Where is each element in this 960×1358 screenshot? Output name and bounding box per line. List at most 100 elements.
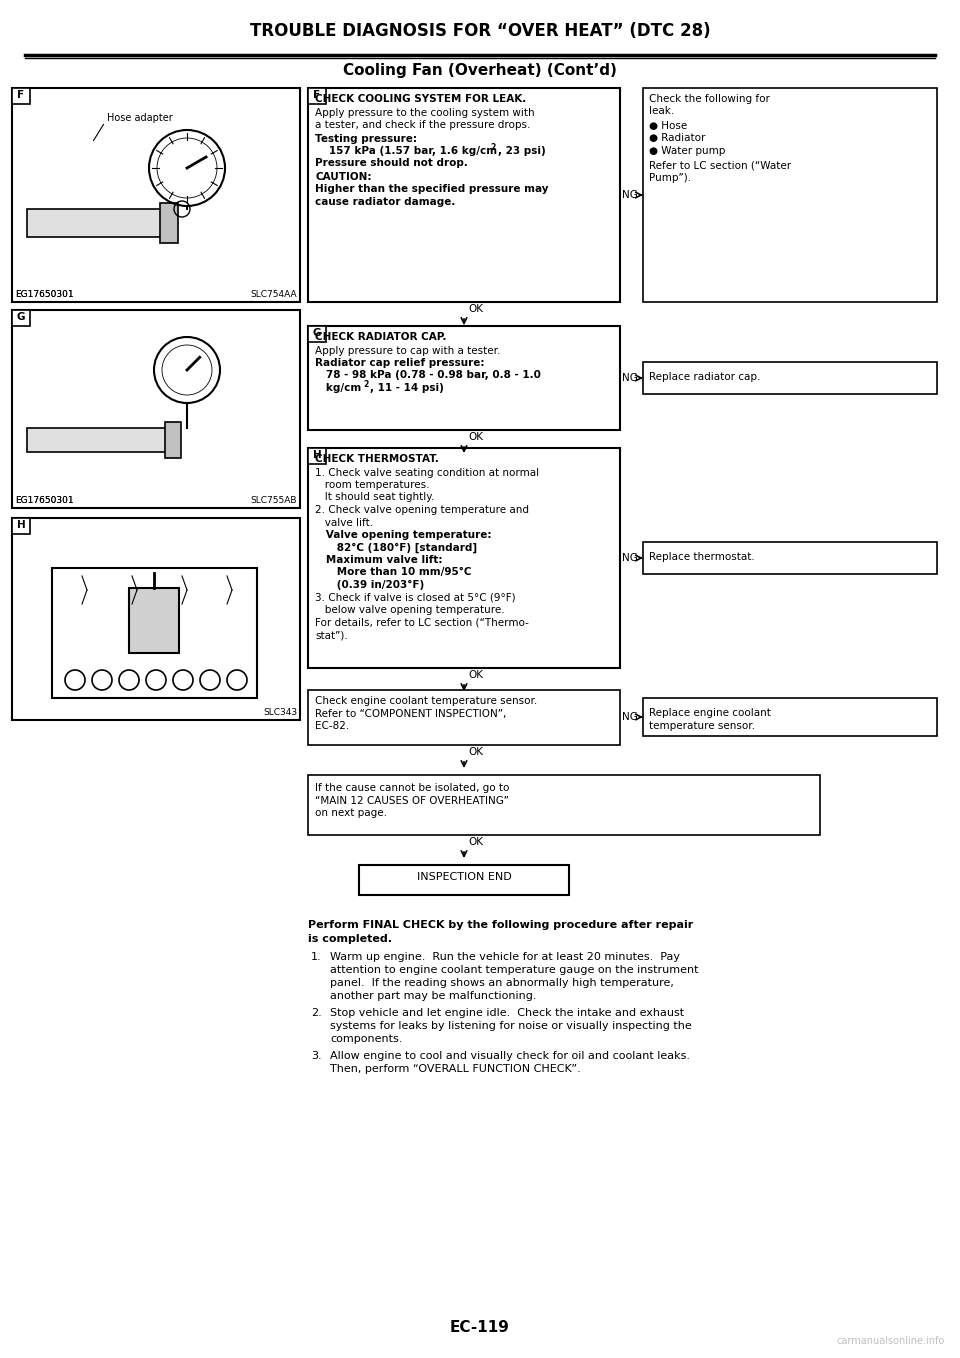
Text: 78 - 98 kPa (0.78 - 0.98 bar, 0.8 - 1.0: 78 - 98 kPa (0.78 - 0.98 bar, 0.8 - 1.0	[315, 371, 540, 380]
Text: More than 10 mm/95°C: More than 10 mm/95°C	[315, 568, 471, 577]
Bar	[12, 310, 300, 508]
Text: Stop vehicle and let engine idle.  Check the intake and exhaust: Stop vehicle and let engine idle. Check …	[330, 1008, 684, 1018]
Text: valve lift.: valve lift.	[315, 517, 373, 527]
Text: OK: OK	[468, 432, 483, 441]
Text: Allow engine to cool and visually check for oil and coolant leaks.: Allow engine to cool and visually check …	[330, 1051, 690, 1061]
Text: Pressure should not drop.: Pressure should not drop.	[315, 159, 468, 168]
Text: NG: NG	[622, 712, 637, 722]
Text: Refer to LC section (“Water: Refer to LC section (“Water	[649, 160, 791, 171]
Text: OK: OK	[468, 304, 483, 314]
Text: 82°C (180°F) [standard]: 82°C (180°F) [standard]	[315, 542, 477, 553]
Text: Cooling Fan (Overheat) (Cont’d): Cooling Fan (Overheat) (Cont’d)	[343, 62, 617, 77]
Text: H: H	[16, 520, 25, 530]
Text: For details, refer to LC section (“Thermo-: For details, refer to LC section (“Therm…	[315, 618, 529, 627]
Text: EG17650301: EG17650301	[15, 291, 74, 299]
Text: CHECK COOLING SYSTEM FOR LEAK.: CHECK COOLING SYSTEM FOR LEAK.	[315, 94, 526, 105]
Text: If the cause cannot be isolated, go to: If the cause cannot be isolated, go to	[315, 784, 510, 793]
Text: Check engine coolant temperature sensor.: Check engine coolant temperature sensor.	[315, 697, 538, 706]
Text: ● Water pump: ● Water pump	[649, 147, 726, 156]
Text: cause radiator damage.: cause radiator damage.	[315, 197, 455, 206]
Text: ● Radiator: ● Radiator	[649, 133, 706, 144]
Text: EG17650301: EG17650301	[15, 496, 74, 505]
Text: temperature sensor.: temperature sensor.	[649, 721, 755, 731]
Bar	[12, 517, 30, 534]
Bar	[12, 88, 30, 105]
Text: 1.: 1.	[311, 952, 322, 961]
Text: CHECK THERMOSTAT.: CHECK THERMOSTAT.	[315, 454, 439, 464]
Text: 2. Check valve opening temperature and: 2. Check valve opening temperature and	[315, 505, 529, 515]
Text: F: F	[313, 90, 321, 100]
Text: stat”).: stat”).	[315, 630, 348, 640]
Text: 3. Check if valve is closed at 5°C (9°F): 3. Check if valve is closed at 5°C (9°F)	[315, 592, 516, 603]
Text: NG: NG	[622, 190, 637, 200]
Text: CHECK RADIATOR CAP.: CHECK RADIATOR CAP.	[315, 331, 446, 342]
Text: Perform FINAL CHECK by the following procedure after repair: Perform FINAL CHECK by the following pro…	[308, 919, 693, 930]
Text: Hose adapter: Hose adapter	[107, 113, 173, 124]
Text: (0.39 in/203°F): (0.39 in/203°F)	[315, 580, 424, 591]
Text: 2.: 2.	[311, 1008, 322, 1018]
Text: “MAIN 12 CAUSES OF OVERHEATING”: “MAIN 12 CAUSES OF OVERHEATING”	[315, 796, 509, 805]
Text: a tester, and check if the pressure drops.: a tester, and check if the pressure drop…	[315, 120, 530, 130]
Text: Replace engine coolant: Replace engine coolant	[649, 708, 771, 718]
Text: H: H	[313, 449, 322, 460]
Bar	[308, 326, 620, 430]
Text: Then, perform “OVERALL FUNCTION CHECK”.: Then, perform “OVERALL FUNCTION CHECK”.	[330, 1065, 581, 1074]
Bar	[308, 88, 620, 301]
Bar	[308, 326, 326, 342]
Text: Replace thermostat.: Replace thermostat.	[649, 551, 755, 562]
Text: SLC343: SLC343	[263, 708, 297, 717]
Text: carmanualsonline.info: carmanualsonline.info	[837, 1336, 945, 1346]
Bar	[308, 775, 820, 835]
Bar	[12, 310, 30, 326]
Text: NG: NG	[622, 373, 637, 383]
Bar	[129, 588, 179, 653]
Text: , 11 - 14 psi): , 11 - 14 psi)	[370, 383, 444, 392]
Text: on next page.: on next page.	[315, 808, 387, 818]
Bar	[643, 363, 937, 394]
Text: Radiator cap relief pressure:: Radiator cap relief pressure:	[315, 359, 485, 368]
Text: Pump”).: Pump”).	[649, 172, 691, 183]
Text: EG17650301: EG17650301	[15, 291, 74, 299]
Text: kg/cm: kg/cm	[315, 383, 361, 392]
Text: Apply pressure to the cooling system with: Apply pressure to the cooling system wit…	[315, 107, 535, 118]
Text: NG: NG	[622, 553, 637, 564]
Bar	[308, 448, 326, 464]
Text: Replace radiator cap.: Replace radiator cap.	[649, 372, 760, 382]
Text: leak.: leak.	[649, 106, 674, 117]
Text: panel.  If the reading shows an abnormally high temperature,: panel. If the reading shows an abnormall…	[330, 978, 674, 989]
Text: INSPECTION END: INSPECTION END	[417, 872, 512, 881]
Text: ● Hose: ● Hose	[649, 121, 687, 130]
Bar	[27, 428, 172, 452]
Text: Valve opening temperature:: Valve opening temperature:	[315, 530, 492, 540]
Text: Apply pressure to cap with a tester.: Apply pressure to cap with a tester.	[315, 345, 500, 356]
Text: 2: 2	[363, 380, 369, 388]
Text: F: F	[17, 90, 25, 100]
Bar	[643, 88, 937, 301]
Text: SLC755AB: SLC755AB	[251, 496, 297, 505]
Bar	[27, 209, 167, 238]
Text: room temperatures.: room temperatures.	[315, 479, 429, 490]
Text: CAUTION:: CAUTION:	[315, 172, 372, 182]
Bar	[359, 865, 569, 895]
Text: EC-119: EC-119	[450, 1320, 510, 1335]
Text: Maximum valve lift:: Maximum valve lift:	[315, 555, 443, 565]
Text: G: G	[16, 312, 25, 322]
Bar	[52, 568, 257, 698]
Text: SLC754AA: SLC754AA	[251, 291, 297, 299]
Text: G: G	[313, 329, 322, 338]
Text: is completed.: is completed.	[308, 934, 392, 944]
Bar	[308, 448, 620, 668]
Text: OK: OK	[468, 669, 483, 680]
Text: systems for leaks by listening for noise or visually inspecting the: systems for leaks by listening for noise…	[330, 1021, 692, 1031]
Text: OK: OK	[468, 837, 483, 847]
Bar	[165, 422, 181, 458]
Text: Higher than the specified pressure may: Higher than the specified pressure may	[315, 185, 548, 194]
Text: Testing pressure:: Testing pressure:	[315, 133, 417, 144]
Text: components.: components.	[330, 1033, 402, 1044]
Bar	[308, 88, 326, 105]
Text: EC-82.: EC-82.	[315, 721, 349, 731]
Text: another part may be malfunctioning.: another part may be malfunctioning.	[330, 991, 537, 1001]
Text: OK: OK	[468, 747, 483, 756]
Text: 157 kPa (1.57 bar, 1.6 kg/cm: 157 kPa (1.57 bar, 1.6 kg/cm	[318, 147, 497, 156]
Text: Warm up engine.  Run the vehicle for at least 20 minutes.  Pay: Warm up engine. Run the vehicle for at l…	[330, 952, 680, 961]
